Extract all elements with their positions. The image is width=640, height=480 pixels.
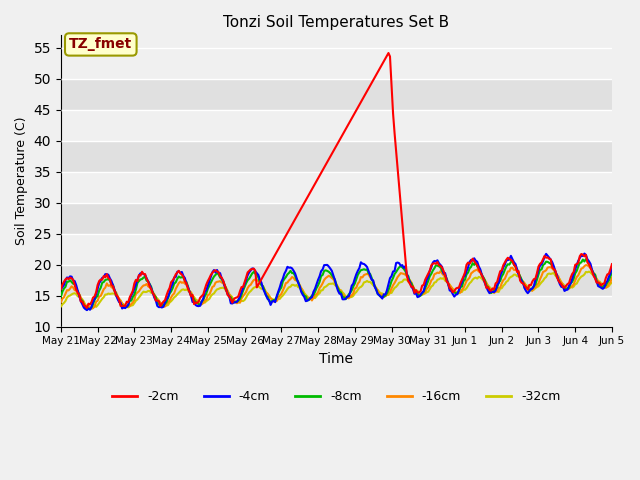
Bar — [61, 296, 612, 327]
X-axis label: Time: Time — [319, 352, 353, 366]
Bar — [61, 141, 612, 172]
Bar — [61, 203, 612, 234]
Bar — [61, 110, 612, 141]
Bar — [61, 265, 612, 296]
Bar — [61, 79, 612, 110]
Bar — [61, 234, 612, 265]
Bar — [61, 48, 612, 79]
Bar — [61, 172, 612, 203]
Y-axis label: Soil Temperature (C): Soil Temperature (C) — [15, 117, 28, 245]
Title: Tonzi Soil Temperatures Set B: Tonzi Soil Temperatures Set B — [223, 15, 449, 30]
Legend: -2cm, -4cm, -8cm, -16cm, -32cm: -2cm, -4cm, -8cm, -16cm, -32cm — [108, 385, 566, 408]
Text: TZ_fmet: TZ_fmet — [69, 37, 132, 51]
